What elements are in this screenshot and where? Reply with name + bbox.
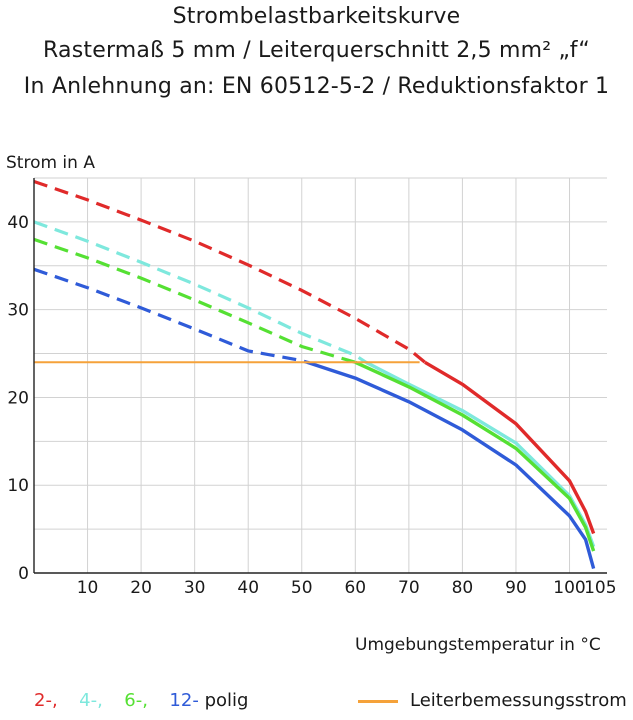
series-12-solid [306, 360, 596, 570]
x-tick-10: 10 [77, 578, 99, 598]
chart-subtitle-grid: Rastermaß 5 mm / Leiterquerschnitt 2,5 m… [43, 38, 590, 63]
series-4-solid [365, 360, 596, 548]
legend-rated-current: Leiterbemessungsstrom [358, 690, 627, 711]
axes [33, 178, 607, 574]
x-tick-105: 105 [584, 578, 616, 598]
x-tick-80: 80 [452, 578, 474, 598]
x-tick-50: 50 [291, 578, 313, 598]
x-tick-40: 40 [237, 578, 259, 598]
series-6-dashed [33, 237, 356, 364]
series-2-dashed [33, 179, 426, 364]
y-tick-30: 30 [7, 301, 29, 321]
y-tick-0: 0 [18, 564, 29, 584]
series-2-solid [424, 360, 596, 535]
legend-poles-suffix: polig [204, 690, 249, 711]
x-tick-100: 100 [553, 578, 585, 598]
chart-title: Strombelastbarkeitskurve [172, 4, 461, 29]
legend-poles: 2-, 4-, 6-, 12- polig [34, 690, 248, 711]
grid [34, 177, 607, 573]
y-axis-label: Strom in A [6, 153, 95, 173]
legend-item-6: 6-, [124, 690, 148, 711]
series-lines [33, 179, 596, 570]
legend-rated-label: Leiterbemessungsstrom [410, 690, 627, 711]
legend-rated-swatch [358, 699, 398, 703]
x-tick-30: 30 [184, 578, 206, 598]
x-axis-label: Umgebungstemperatur in °C [355, 635, 601, 655]
series-6-solid [354, 360, 596, 552]
chart-subtitle-standard: In Anlehnung an: EN 60512-5-2 / Reduktio… [23, 74, 610, 99]
y-tick-10: 10 [7, 476, 29, 496]
x-tick-70: 70 [398, 578, 420, 598]
x-tick-90: 90 [505, 578, 527, 598]
series-12-dashed [33, 267, 308, 364]
legend-item-12: 12- [169, 690, 199, 711]
series-4-dashed [33, 220, 367, 364]
x-tick-20: 20 [130, 578, 152, 598]
legend-item-2: 2-, [34, 690, 58, 711]
y-tick-40: 40 [7, 213, 29, 233]
x-tick-60: 60 [344, 578, 366, 598]
legend-item-4: 4-, [79, 690, 103, 711]
y-tick-20: 20 [7, 388, 29, 408]
